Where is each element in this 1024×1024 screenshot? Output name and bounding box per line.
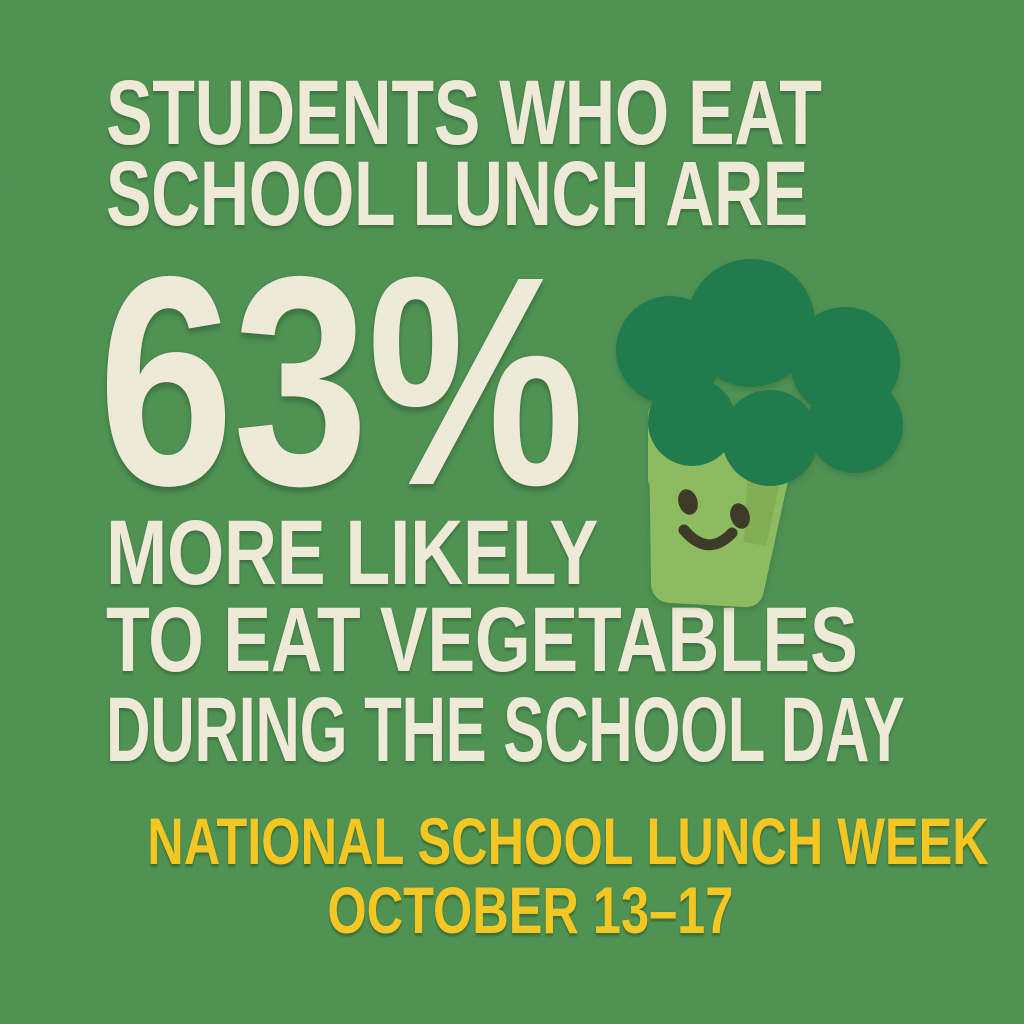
footer-line-2: OCTOBER 13–17 bbox=[18, 877, 1024, 943]
broccoli-icon bbox=[616, 259, 903, 608]
stat-line-3: DURING THE SCHOOL DAY bbox=[106, 679, 905, 781]
stat-value: 63% bbox=[98, 215, 585, 548]
footer-line-1: NATIONAL SCHOOL LUNCH WEEK bbox=[18, 808, 1024, 874]
footer-line-1-text: NATIONAL SCHOOL LUNCH WEEK bbox=[147, 804, 989, 878]
stat-line-1: MORE LIKELY bbox=[106, 502, 599, 604]
footer-line-2-text: OCTOBER 13–17 bbox=[327, 873, 733, 947]
